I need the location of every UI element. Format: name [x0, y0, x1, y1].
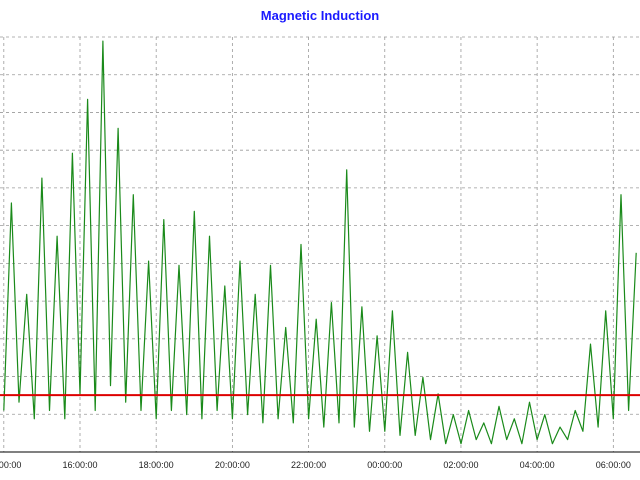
x-tick-label: 00:00:00 [367, 460, 402, 470]
x-tick-label: 14:00:00 [0, 460, 21, 470]
magnetic-induction-series [3, 40, 637, 445]
series-layer [0, 40, 640, 445]
x-tick-label: 02:00:00 [443, 460, 478, 470]
chart-title: Magnetic Induction [260, 8, 380, 23]
x-tick-label: 06:00:00 [596, 460, 631, 470]
x-tick-label: 18:00:00 [139, 460, 174, 470]
x-tick-label: 20:00:00 [215, 460, 250, 470]
x-tick-label: 04:00:00 [520, 460, 555, 470]
x-tick-label: 16:00:00 [62, 460, 97, 470]
x-tick-label: 22:00:00 [291, 460, 326, 470]
tick-layer: 14:00:00 16:00:00 18:00:00 20:00:00 22:00:00… [0, 460, 631, 470]
